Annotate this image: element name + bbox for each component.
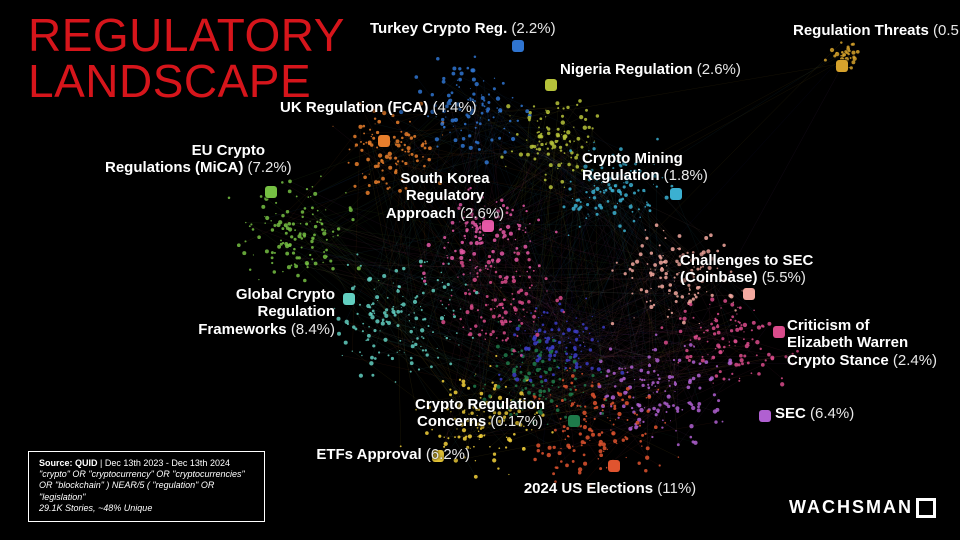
- source-stats: 29.1K Stories, ~48% Unique: [39, 503, 254, 514]
- cluster-label: 2024 US Elections (11%): [520, 480, 700, 497]
- cluster-label: Turkey Crypto Reg. (2.2%): [370, 20, 550, 37]
- brand-text: WACHSMAN: [789, 497, 913, 518]
- cluster-marker: [836, 60, 848, 72]
- cluster-label: South KoreaRegulatoryApproach (2.6%): [355, 170, 535, 222]
- page-title: REGULATORYLANDSCAPE: [28, 12, 345, 104]
- brand-square-icon: [916, 498, 936, 518]
- source-query: "crypto" OR "cryptocurrency" OR "cryptoc…: [39, 469, 254, 503]
- cluster-label: Crypto RegulationConcerns (0.17%): [390, 396, 570, 431]
- cluster-label: ETFs Approval (6.2%): [310, 446, 470, 463]
- cluster-marker: [670, 188, 682, 200]
- source-dates: Dec 13th 2023 - Dec 13th 2024: [105, 458, 230, 468]
- cluster-label: Regulation Threats (0.51%): [793, 22, 960, 39]
- stage: { "canvas": { "width": 960, "height": 54…: [0, 0, 960, 540]
- cluster-label: UK Regulation (FCA) (4.4%): [280, 99, 460, 116]
- cluster-marker: [545, 79, 557, 91]
- cluster-marker: [343, 293, 355, 305]
- source-box: Source: QUID | Dec 13th 2023 - Dec 13th …: [28, 451, 265, 522]
- cluster-label: Challenges to SEC(Coinbase) (5.5%): [680, 252, 813, 287]
- cluster-marker: [743, 288, 755, 300]
- cluster-label: Nigeria Regulation (2.6%): [560, 61, 741, 78]
- cluster-marker: [378, 135, 390, 147]
- cluster-label: EU CryptoRegulations (MiCA) (7.2%): [105, 142, 265, 177]
- cluster-marker: [759, 410, 771, 422]
- brand-logo: WACHSMAN: [789, 497, 936, 518]
- source-prefix: Source: QUID: [39, 458, 98, 468]
- cluster-marker: [773, 326, 785, 338]
- cluster-label: SEC (6.4%): [775, 405, 854, 422]
- cluster-label: Criticism ofElizabeth WarrenCrypto Stanc…: [787, 317, 937, 369]
- cluster-marker: [512, 40, 524, 52]
- cluster-marker: [608, 460, 620, 472]
- cluster-marker: [265, 186, 277, 198]
- cluster-label: Crypto MiningRegulation (1.8%): [582, 150, 708, 185]
- cluster-label: Global CryptoRegulationFrameworks (8.4%): [175, 286, 335, 338]
